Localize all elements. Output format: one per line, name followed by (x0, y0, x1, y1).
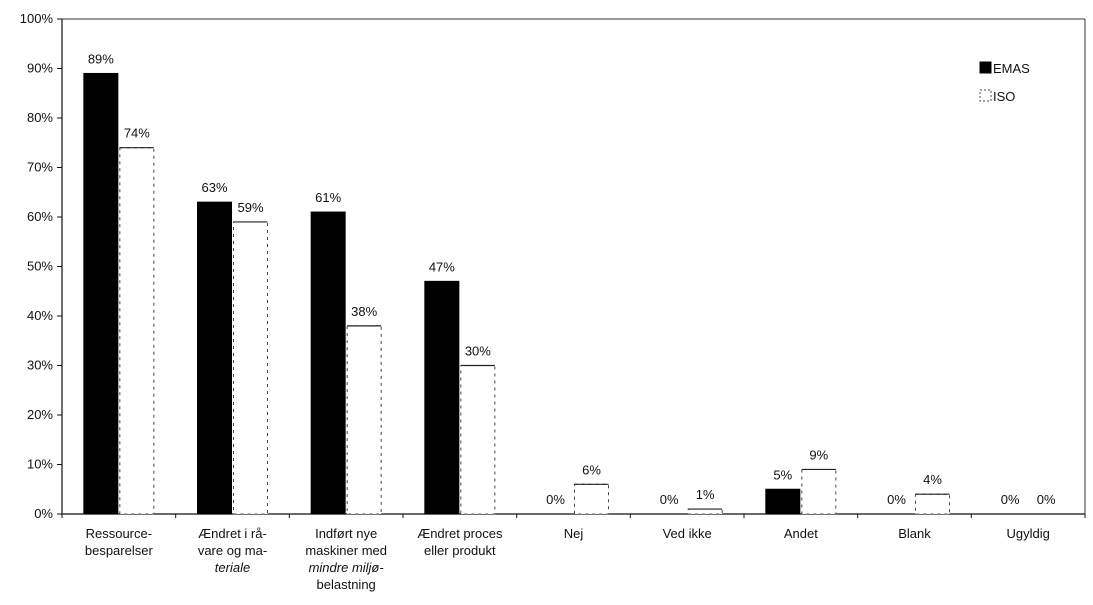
bars-layer (83, 72, 950, 515)
y-tick-label: 70% (27, 160, 53, 175)
data-label-emas: 61% (315, 190, 341, 205)
y-tick-label: 30% (27, 358, 53, 373)
x-category-label-line: Ugyldig (1006, 526, 1049, 541)
x-category-label-line: Ressource- (86, 526, 152, 541)
data-label-emas: 47% (429, 259, 455, 274)
axes-layer: 0% 10% 20% 30% 40% 50% 60% 70% 80% 90% 100% (20, 11, 1086, 521)
legend-swatch-iso (979, 89, 992, 102)
data-label-emas: 89% (88, 51, 114, 66)
x-category-label: Ved ikke (663, 526, 712, 541)
y-tick-label: 40% (27, 308, 53, 323)
data-label-iso: 38% (351, 304, 377, 319)
bar-emas (197, 201, 232, 515)
bar-iso (801, 468, 837, 515)
data-label-emas: 0% (660, 492, 679, 507)
bar-iso (687, 508, 723, 515)
x-category-label: Nej (564, 526, 584, 541)
x-category-label: Indført nye maskiner med mindre miljø-bela… (305, 526, 387, 592)
data-label-emas: 0% (546, 492, 565, 507)
x-category-label-line: besparelser (85, 543, 154, 558)
bar-emas (83, 72, 119, 515)
legend-swatch-emas (979, 61, 992, 74)
y-tick-label: 20% (27, 407, 53, 422)
y-tick-label: 50% (27, 259, 53, 274)
data-label-iso: 1% (696, 487, 715, 502)
x-category-label-line: maskiner med (305, 543, 387, 558)
y-tick-label: 100% (20, 11, 54, 26)
data-label-iso: 0% (1037, 492, 1056, 507)
x-category-label: Ugyldig (1006, 526, 1049, 541)
x-category-label-line: eller produkt (424, 543, 496, 558)
data-label-emas: 5% (773, 467, 792, 482)
y-tick-label: 80% (27, 110, 53, 125)
bar-iso (119, 147, 155, 515)
x-category-label-line: Indført nye (315, 526, 377, 541)
data-label-iso: 9% (809, 447, 828, 462)
bar-iso (574, 483, 609, 515)
x-category-label-line: Ændret i rå- (198, 526, 267, 541)
y-tick-label: 0% (34, 506, 53, 521)
data-label-iso: 6% (582, 462, 601, 477)
labels-layer: 89% 74% Ressource-besparelser 63% 59% Ændret … (85, 51, 1056, 592)
x-category-label-line: mindre miljø- (309, 560, 385, 575)
x-category-label: Blank (898, 526, 931, 541)
x-category-label: Ændret i rå-vare og ma-teriale (198, 526, 267, 575)
legend-label-iso: ISO (993, 89, 1015, 104)
x-category-label-line: belastning (317, 577, 376, 592)
x-category-label-line: vare og ma- (198, 543, 267, 558)
data-label-emas: 63% (201, 180, 227, 195)
bar-iso (346, 325, 382, 515)
x-category-label-line: Ved ikke (663, 526, 712, 541)
y-tick-label: 60% (27, 209, 53, 224)
data-label-iso: 4% (923, 472, 942, 487)
data-label-iso: 30% (465, 344, 491, 359)
bar-iso (460, 365, 496, 515)
data-label-iso: 59% (237, 200, 263, 215)
bar-emas (424, 280, 460, 515)
bar-emas (765, 488, 801, 515)
x-category-label-line: teriale (215, 560, 250, 575)
legend-label-emas: EMAS (993, 61, 1030, 76)
bar-iso (233, 221, 268, 515)
x-category-label: Ressource-besparelser (85, 526, 154, 558)
x-category-label-line: Ændret proces (417, 526, 503, 541)
data-label-iso: 74% (124, 126, 150, 141)
data-label-emas: 0% (1001, 492, 1020, 507)
data-label-emas: 0% (887, 492, 906, 507)
x-category-label-line: Andet (784, 526, 818, 541)
bar-emas (310, 211, 346, 515)
bar-iso (915, 493, 950, 515)
x-category-label: Ændret proces eller produkt (417, 526, 503, 558)
legend: EMAS ISO (979, 61, 1030, 104)
x-category-label: Andet (784, 526, 818, 541)
x-category-label-line: Nej (564, 526, 584, 541)
y-tick-label: 10% (27, 457, 53, 472)
x-category-label-line: Blank (898, 526, 931, 541)
y-tick-label: 90% (27, 61, 53, 76)
